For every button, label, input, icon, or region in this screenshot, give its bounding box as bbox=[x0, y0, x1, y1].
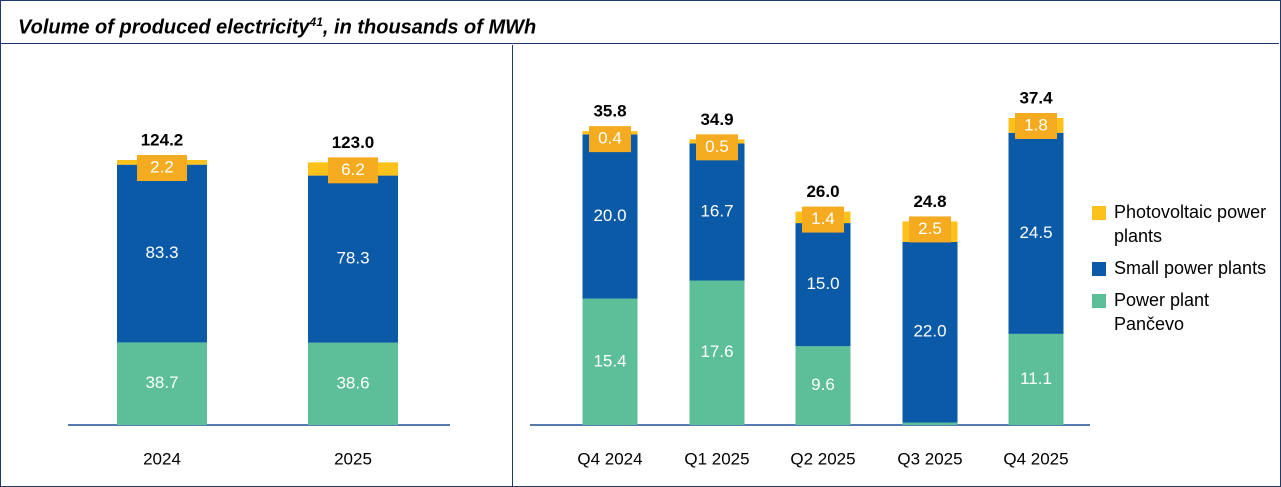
x-tick-label: Q3 2025 bbox=[897, 449, 962, 468]
title-superscript: 41 bbox=[309, 15, 323, 29]
legend-swatch bbox=[1092, 294, 1106, 308]
data-label: 15.0 bbox=[806, 274, 839, 293]
legend-label: Power plant Pančevo bbox=[1114, 290, 1210, 334]
bar-segment bbox=[1008, 132, 1064, 334]
label-box bbox=[909, 216, 951, 243]
bar-segment bbox=[582, 298, 638, 425]
data-label: 11.1 bbox=[1020, 369, 1052, 388]
data-label: 17.6 bbox=[700, 342, 733, 361]
label-box bbox=[137, 155, 187, 181]
legend-label: Photovoltaic power plants bbox=[1114, 202, 1267, 246]
x-tick-label: Q1 2025 bbox=[684, 449, 749, 468]
x-tick-label: 2024 bbox=[143, 449, 181, 468]
data-label: 1.8 bbox=[1024, 115, 1048, 134]
total-label: 34.9 bbox=[700, 110, 733, 129]
legend-swatch bbox=[1092, 262, 1106, 276]
legend-label: Small power plants bbox=[1114, 258, 1267, 278]
total-label: 26.0 bbox=[806, 182, 839, 201]
data-label: 2.2 bbox=[150, 157, 174, 176]
total-label: 37.4 bbox=[1019, 88, 1053, 107]
x-tick-label: Q2 2025 bbox=[790, 449, 855, 468]
bar-segment bbox=[308, 342, 398, 425]
bar-segment bbox=[308, 175, 398, 343]
title-text: Volume of produced electricity bbox=[18, 16, 310, 39]
bar-segment bbox=[117, 342, 207, 425]
bar-segment bbox=[795, 223, 851, 347]
data-label: 78.3 bbox=[336, 249, 369, 268]
divider bbox=[512, 45, 513, 487]
bar-segment bbox=[1008, 333, 1064, 425]
total-label: 123.0 bbox=[332, 133, 375, 152]
bar-segment bbox=[902, 422, 958, 425]
label-box bbox=[328, 157, 378, 184]
data-label: 1.4 bbox=[811, 209, 835, 228]
legend-item: Photovoltaic power plants bbox=[1092, 200, 1267, 248]
label-box bbox=[589, 126, 631, 153]
data-label: 9.6 bbox=[811, 375, 835, 394]
data-label: 38.6 bbox=[336, 373, 369, 392]
x-tick-label: Q4 2025 bbox=[1003, 449, 1068, 468]
bar-segment bbox=[117, 164, 207, 343]
data-label: 16.7 bbox=[700, 201, 733, 220]
data-label: 0.4 bbox=[598, 129, 622, 148]
bar-segment bbox=[689, 143, 745, 281]
data-label: 83.3 bbox=[145, 243, 178, 262]
bar-segment bbox=[795, 346, 851, 425]
data-label: 6.2 bbox=[341, 160, 365, 179]
title-suffix: , in thousands of MWh bbox=[322, 16, 537, 39]
legend: Photovoltaic power plants Small power pla… bbox=[1092, 200, 1267, 344]
data-label: 24.5 bbox=[1019, 223, 1052, 242]
total-label: 35.8 bbox=[593, 102, 626, 121]
total-label: 124.2 bbox=[141, 130, 184, 149]
title: Volume of produced electricity41, in tho… bbox=[0, 0, 1279, 44]
bar-segment bbox=[689, 280, 745, 425]
label-box bbox=[802, 206, 844, 233]
x-tick-label: 2025 bbox=[334, 449, 372, 468]
label-box bbox=[696, 134, 738, 161]
data-label: 15.4 bbox=[593, 351, 626, 370]
bar-segment bbox=[902, 241, 958, 423]
total-label: 24.8 bbox=[913, 192, 946, 211]
data-label: 20.0 bbox=[593, 206, 626, 225]
label-box bbox=[1015, 113, 1057, 139]
x-tick-label: Q4 2024 bbox=[577, 449, 642, 468]
legend-swatch bbox=[1092, 206, 1106, 220]
data-label: 38.7 bbox=[145, 373, 178, 392]
legend-item: Power plant Pančevo bbox=[1092, 288, 1267, 336]
bar-segment bbox=[582, 134, 638, 299]
data-label: 22.0 bbox=[913, 322, 946, 341]
data-label: 0.5 bbox=[705, 137, 729, 156]
data-label: 2.5 bbox=[918, 219, 942, 238]
legend-item: Small power plants bbox=[1092, 256, 1267, 280]
